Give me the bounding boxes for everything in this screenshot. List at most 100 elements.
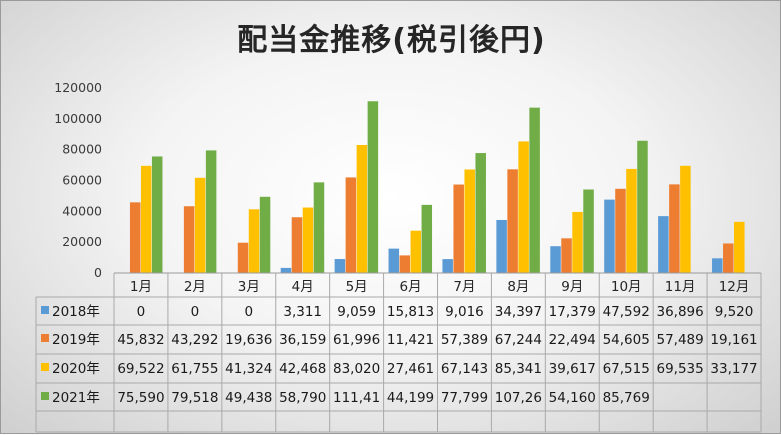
- data-label: 36,896: [657, 304, 704, 320]
- data-label: 44,199: [387, 390, 434, 406]
- bar: [334, 259, 346, 273]
- data-label: 36,159: [279, 332, 326, 348]
- x-tick-label: 2月: [184, 279, 206, 295]
- bar: [194, 177, 206, 273]
- bar: [410, 230, 422, 273]
- y-tick-label: 80000: [62, 142, 102, 157]
- y-tick-label: 60000: [62, 173, 102, 188]
- data-label: 9,016: [445, 304, 484, 320]
- data-label: 54,605: [603, 332, 650, 348]
- y-tick-label: 0: [94, 265, 102, 280]
- bar: [399, 255, 411, 273]
- data-label: 33,177: [710, 361, 757, 377]
- data-label: 75,590: [117, 390, 164, 406]
- bar: [248, 209, 260, 273]
- data-label: 85,769: [603, 390, 650, 406]
- bar: [367, 101, 379, 273]
- bar: [496, 219, 507, 273]
- bar: [259, 196, 271, 273]
- y-tick-label: 20000: [62, 234, 102, 249]
- bar: [550, 246, 561, 273]
- x-tick-label: 4月: [292, 279, 314, 295]
- data-label: 67,244: [495, 332, 542, 348]
- y-tick-label: 40000: [62, 203, 102, 218]
- data-label: 49,438: [225, 390, 272, 406]
- data-label: 19,161: [710, 332, 757, 348]
- data-label: 11,421: [387, 332, 434, 348]
- bar: [669, 184, 680, 273]
- data-label: 58,790: [279, 390, 326, 406]
- bar: [453, 184, 464, 273]
- bar: [712, 258, 723, 273]
- x-tick-label: 7月: [453, 279, 475, 295]
- bar: [518, 141, 529, 273]
- data-label: 0: [137, 304, 146, 320]
- data-label: 34,397: [495, 304, 542, 320]
- data-label: 42,468: [279, 361, 326, 377]
- y-tick-label: 120000: [54, 80, 102, 95]
- bar: [442, 259, 453, 273]
- legend-label: 2019年: [52, 332, 100, 348]
- data-label: 19,636: [225, 332, 272, 348]
- x-tick-label: 8月: [507, 279, 529, 295]
- bar: [561, 238, 572, 273]
- bar: [205, 150, 217, 273]
- bar: [583, 189, 594, 273]
- data-label: 83,020: [333, 361, 380, 377]
- legend-label: 2018年: [52, 304, 100, 320]
- bar: [464, 169, 475, 273]
- y-tick-label: 100000: [54, 111, 102, 126]
- bar: [151, 156, 163, 273]
- data-label: 47,592: [603, 304, 650, 320]
- data-label: 61,755: [171, 361, 218, 377]
- data-label: 0: [244, 304, 253, 320]
- bar: [302, 207, 314, 273]
- x-tick-label: 12月: [719, 279, 750, 295]
- bar: [572, 211, 583, 273]
- data-label: 9,059: [337, 304, 376, 320]
- bar: [356, 145, 368, 273]
- data-label: 17,379: [549, 304, 596, 320]
- bar: [291, 217, 303, 273]
- data-label: 69,535: [657, 361, 704, 377]
- data-label: 111,41: [333, 390, 380, 406]
- legend-key: [41, 334, 49, 342]
- data-label: 77,799: [441, 390, 488, 406]
- data-label: 43,292: [171, 332, 218, 348]
- x-tick-label: 3月: [238, 279, 260, 295]
- data-label: 0: [191, 304, 200, 320]
- bar: [680, 165, 691, 273]
- bar: [626, 168, 637, 273]
- bar: [475, 153, 486, 273]
- data-label: 15,813: [387, 304, 434, 320]
- x-tick-label: 9月: [561, 279, 583, 295]
- data-label: 41,324: [225, 361, 272, 377]
- data-label: 67,515: [603, 361, 650, 377]
- bar: [615, 188, 626, 273]
- bar: [280, 267, 292, 273]
- data-label: 79,518: [171, 390, 218, 406]
- bar: [723, 243, 734, 273]
- x-tick-label: 10月: [611, 279, 642, 295]
- legend-key: [41, 306, 49, 314]
- data-label: 45,832: [117, 332, 164, 348]
- bar: [421, 204, 433, 273]
- data-label: 57,489: [657, 332, 704, 348]
- bar: [529, 107, 540, 273]
- data-label: 3,311: [283, 304, 322, 320]
- legend-key: [41, 392, 49, 400]
- bar: [345, 177, 357, 273]
- bar: [183, 206, 195, 273]
- data-label: 69,522: [117, 361, 164, 377]
- bar: [734, 221, 745, 273]
- bar: [658, 216, 669, 273]
- data-label: 9,520: [715, 304, 754, 320]
- legend-label: 2021年: [52, 390, 100, 406]
- bar: [129, 202, 141, 273]
- x-tick-label: 11月: [665, 279, 696, 295]
- legend-key: [41, 363, 49, 371]
- bar: [507, 169, 518, 273]
- data-label: 85,341: [495, 361, 542, 377]
